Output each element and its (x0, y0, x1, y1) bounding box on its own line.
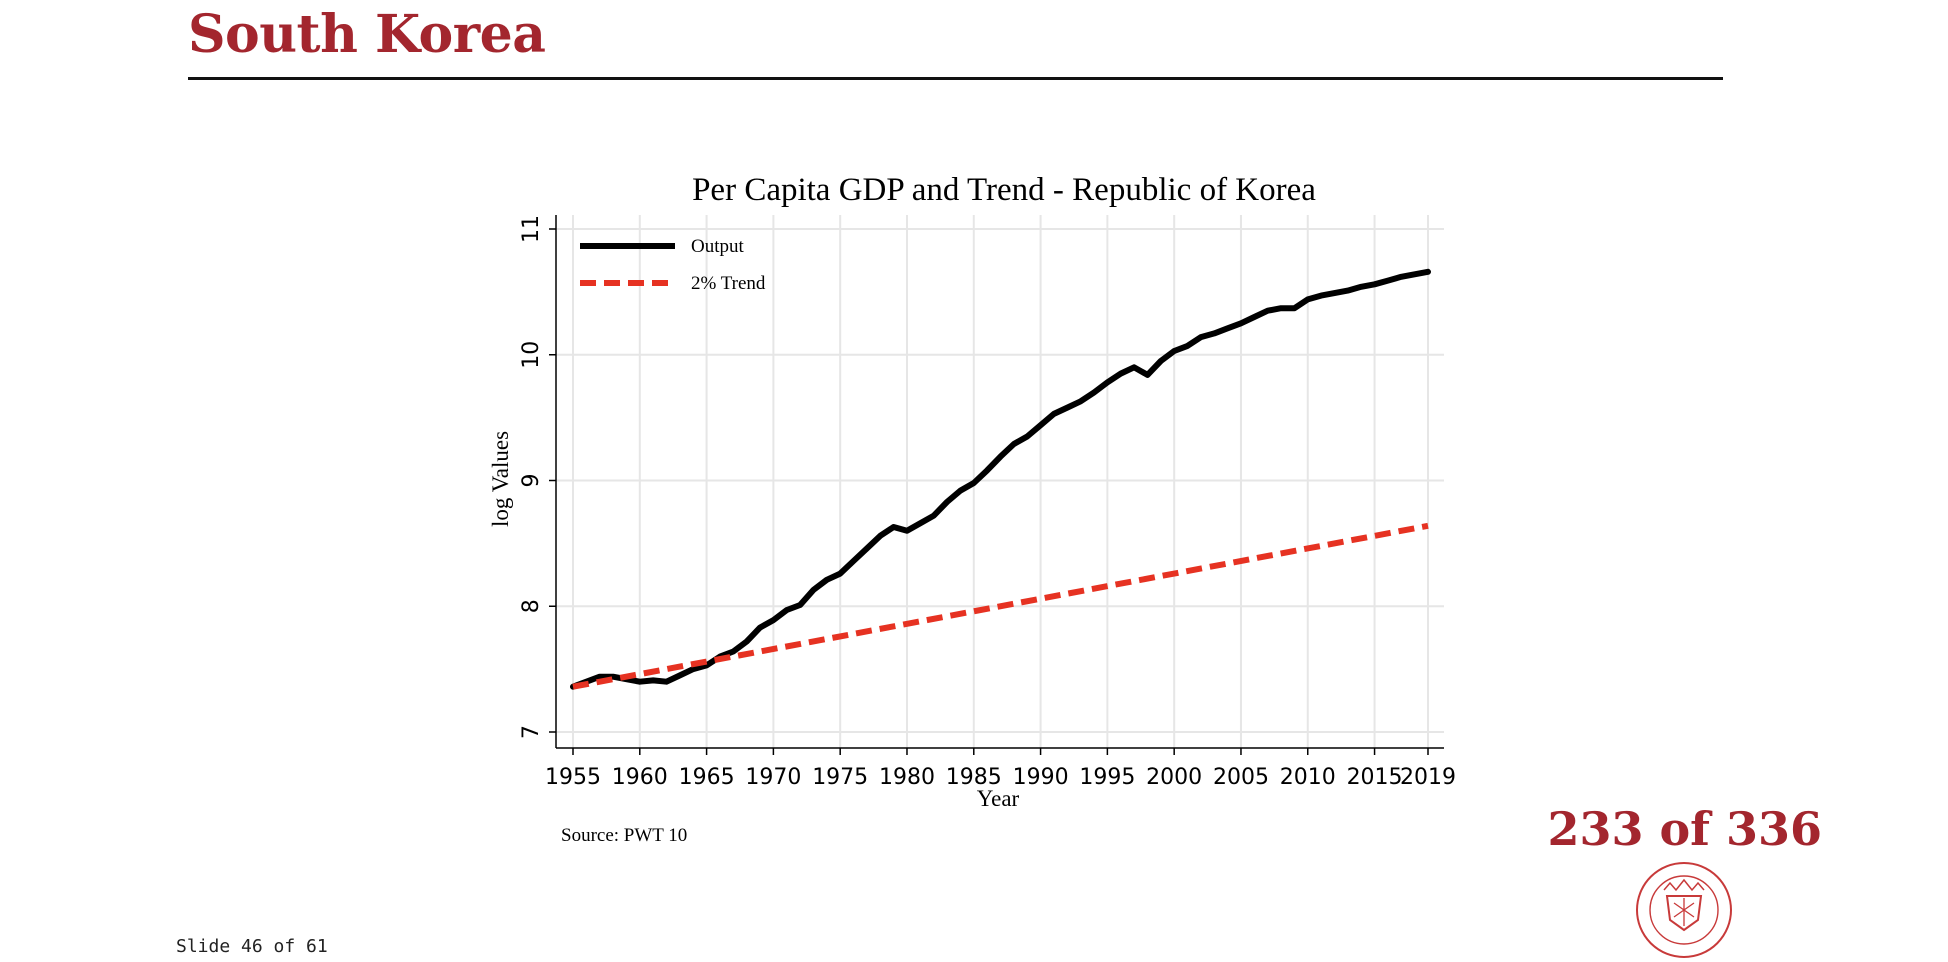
slide-number: Slide 46 of 61 (176, 936, 328, 957)
series-line-trend (572, 522, 1429, 690)
x-tick-label: 1985 (946, 765, 1002, 790)
y-tick-label: 8 (519, 599, 544, 613)
x-tick-label: 2015 (1347, 765, 1403, 790)
y-tick-label: 7 (519, 725, 544, 739)
x-tick-label: 1965 (679, 765, 735, 790)
chart-legend: Output 2% Trend (580, 236, 766, 294)
x-tick-label: 1975 (812, 765, 868, 790)
legend-label: Output (691, 236, 745, 257)
chart-title: Per Capita GDP and Trend - Republic of K… (692, 172, 1316, 208)
x-tick-label: 1970 (745, 765, 801, 790)
chart-axes: 1955 1960 1965 1970 1975 1980 1985 1990 1995 2000… (519, 215, 1456, 790)
x-tick-label: 2019 (1400, 765, 1456, 790)
legend-label: 2% Trend (691, 273, 766, 294)
university-seal-icon (1636, 862, 1732, 958)
x-tick-label: 2005 (1213, 765, 1269, 790)
y-tick-label: 11 (519, 215, 544, 243)
x-tick-label: 1955 (545, 765, 601, 790)
title-divider (188, 77, 1723, 80)
x-tick-label: 2010 (1280, 765, 1336, 790)
x-tick-label: 1995 (1079, 765, 1135, 790)
y-axis-label: log Values (488, 431, 513, 527)
y-tick-label: 10 (519, 341, 544, 369)
slide-counter: 233 of 336 (1547, 802, 1822, 856)
y-tick-label: 9 (519, 474, 544, 488)
x-axis-label: Year (977, 786, 1020, 811)
slide-title: South Korea (188, 4, 546, 65)
chart-series (570, 268, 1431, 690)
x-tick-label: 1980 (879, 765, 935, 790)
series-line-output (570, 268, 1431, 690)
x-tick-label: 1990 (1013, 765, 1069, 790)
x-tick-label: 1960 (612, 765, 668, 790)
x-tick-label: 2000 (1146, 765, 1202, 790)
source-note: Source: PWT 10 (561, 825, 687, 846)
